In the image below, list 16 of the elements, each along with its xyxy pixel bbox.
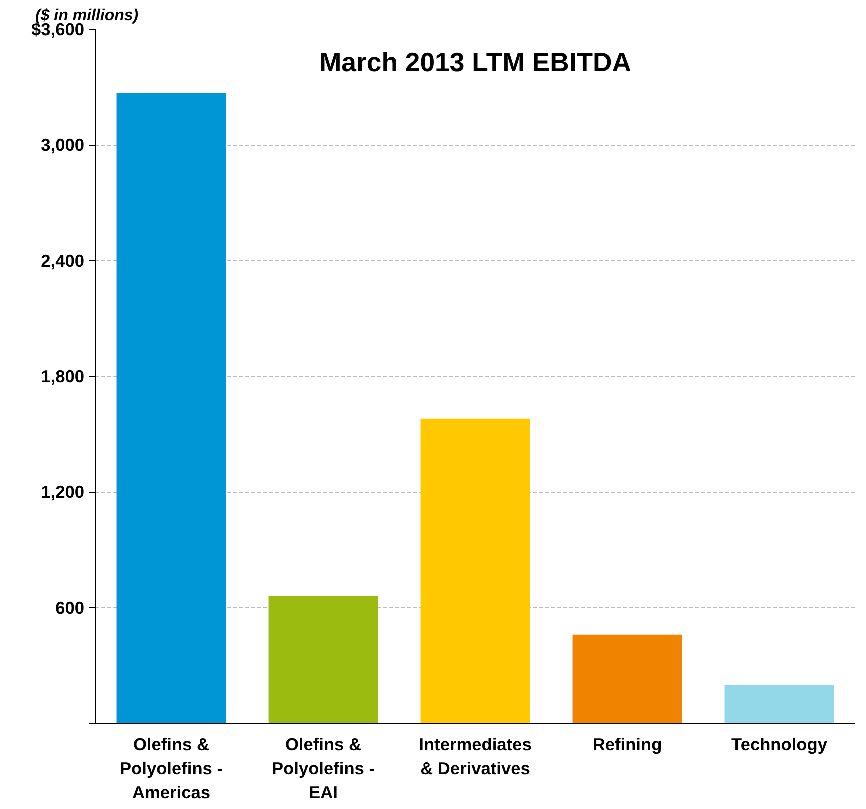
bar (572, 634, 682, 724)
bar (420, 418, 530, 724)
x-tick-label: Technology (732, 734, 828, 754)
x-tick-label: Olefins & Polyolefins - EAI (272, 734, 376, 802)
x-tick-label: Intermediates & Derivatives (419, 734, 532, 778)
x-tick-label: Refining (592, 734, 662, 754)
text: March 2013 LTM EBITDA (319, 48, 632, 78)
y-tick-label: 3,000 (41, 135, 85, 156)
bar (268, 596, 378, 724)
y-tick-label: 2,400 (41, 250, 85, 271)
y-tick-label: 1,800 (41, 366, 85, 386)
x-tick-label: Olefins & Polyolefins - Americas (120, 734, 224, 802)
y-tick-label: 600 (56, 598, 85, 618)
bar (116, 93, 226, 724)
y-tick-label: 1,200 (41, 482, 85, 502)
bar (724, 684, 834, 724)
